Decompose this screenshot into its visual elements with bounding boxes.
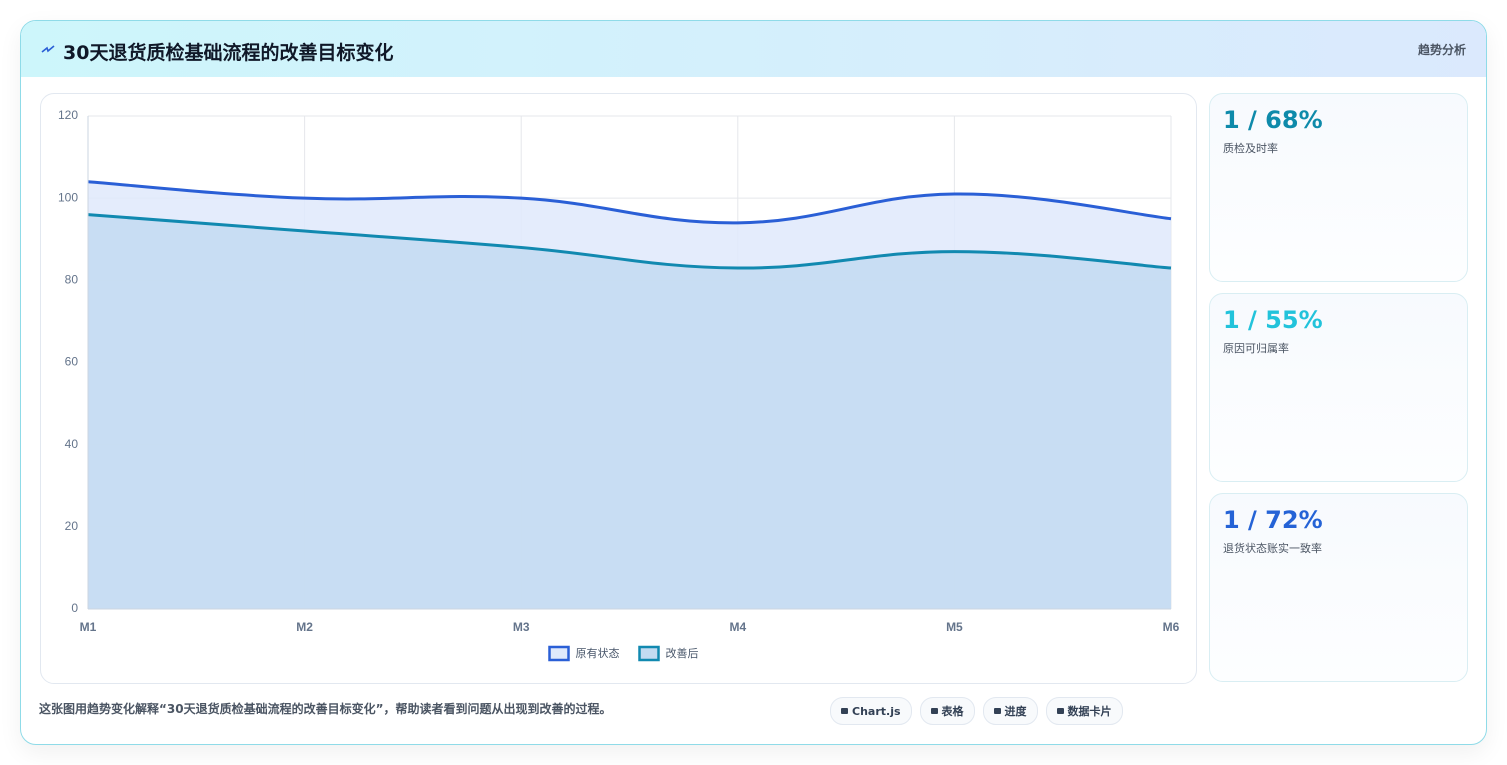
pill-icon bbox=[1056, 708, 1064, 714]
x-tick-label: M4 bbox=[729, 620, 746, 634]
x-tick-label: M1 bbox=[80, 620, 97, 634]
footer-note: 这张图用趋势变化解释“30天退货质检基础流程的改善目标变化”，帮助读者看到问题从… bbox=[39, 702, 612, 716]
pill-label: 表格 bbox=[941, 705, 964, 718]
title: 30天退货质检基础流程的改善目标变化 bbox=[63, 42, 394, 64]
x-tick-label: M3 bbox=[513, 620, 530, 634]
area-fill bbox=[88, 214, 1171, 609]
chart: 0 20 40 60 80 100 120 M1 M2 M3 M4 M5 M6 原有状态 改善后 bbox=[58, 108, 1180, 662]
header-tag: 趋势分析 bbox=[1417, 43, 1466, 57]
card: 30天退货质检基础流程的改善目标变化 趋势分析 0 20 40 60 80 100 120 M… bbox=[20, 20, 1487, 745]
legend-swatch bbox=[548, 645, 570, 662]
pills: Chart.js 表格 进度 数据卡片 bbox=[830, 697, 1123, 725]
title-icon bbox=[41, 45, 55, 53]
header: 30天退货质检基础流程的改善目标变化 趋势分析 bbox=[21, 21, 1486, 77]
y-tick-label: 20 bbox=[65, 519, 79, 533]
y-tick-label: 80 bbox=[65, 273, 79, 287]
kpi-card: 1 / 68% 质检及时率 bbox=[1209, 93, 1468, 282]
y-tick-label: 120 bbox=[58, 108, 78, 122]
pill[interactable]: 进度 bbox=[982, 697, 1038, 725]
y-tick-label: 40 bbox=[65, 437, 79, 451]
line bbox=[87, 180, 1172, 225]
pill-label: 数据卡片 bbox=[1067, 705, 1112, 718]
y-tick-label: 60 bbox=[65, 355, 79, 369]
legend-swatch bbox=[638, 645, 660, 662]
y-tick-label: 0 bbox=[71, 601, 78, 615]
kpi-card: 1 / 72% 退货状态账实一致率 bbox=[1209, 493, 1468, 682]
kpi-value: 1 / 68% bbox=[1223, 106, 1323, 134]
pill-icon bbox=[930, 708, 938, 714]
pill-icon bbox=[841, 708, 848, 714]
kpi-value: 1 / 55% bbox=[1223, 306, 1323, 334]
pill-label: 进度 bbox=[1004, 705, 1027, 718]
kpi-label: 质检及时率 bbox=[1223, 142, 1278, 155]
pill[interactable]: Chart.js bbox=[830, 697, 912, 725]
line bbox=[87, 213, 1172, 270]
pill-label: Chart.js bbox=[852, 704, 901, 718]
y-tick-label: 100 bbox=[58, 190, 78, 204]
pill[interactable]: 表格 bbox=[919, 697, 975, 725]
legend-label: 改善后 bbox=[666, 646, 699, 660]
kpi-label: 原因可归属率 bbox=[1223, 342, 1289, 355]
x-tick-label: M2 bbox=[296, 620, 313, 634]
kpi-value: 1 / 72% bbox=[1223, 506, 1323, 534]
kpi-card: 1 / 55% 原因可归属率 bbox=[1209, 293, 1468, 482]
kpi-label: 退货状态账实一致率 bbox=[1223, 542, 1322, 555]
pill[interactable]: 数据卡片 bbox=[1045, 697, 1123, 725]
legend-label: 原有状态 bbox=[576, 646, 620, 660]
x-tick-label: M6 bbox=[1163, 620, 1180, 634]
pill-icon bbox=[993, 708, 1001, 714]
chart-panel: 0 20 40 60 80 100 120 M1 M2 M3 M4 M5 M6 原有状态 改善后 bbox=[40, 93, 1197, 684]
x-tick-label: M5 bbox=[946, 620, 963, 634]
